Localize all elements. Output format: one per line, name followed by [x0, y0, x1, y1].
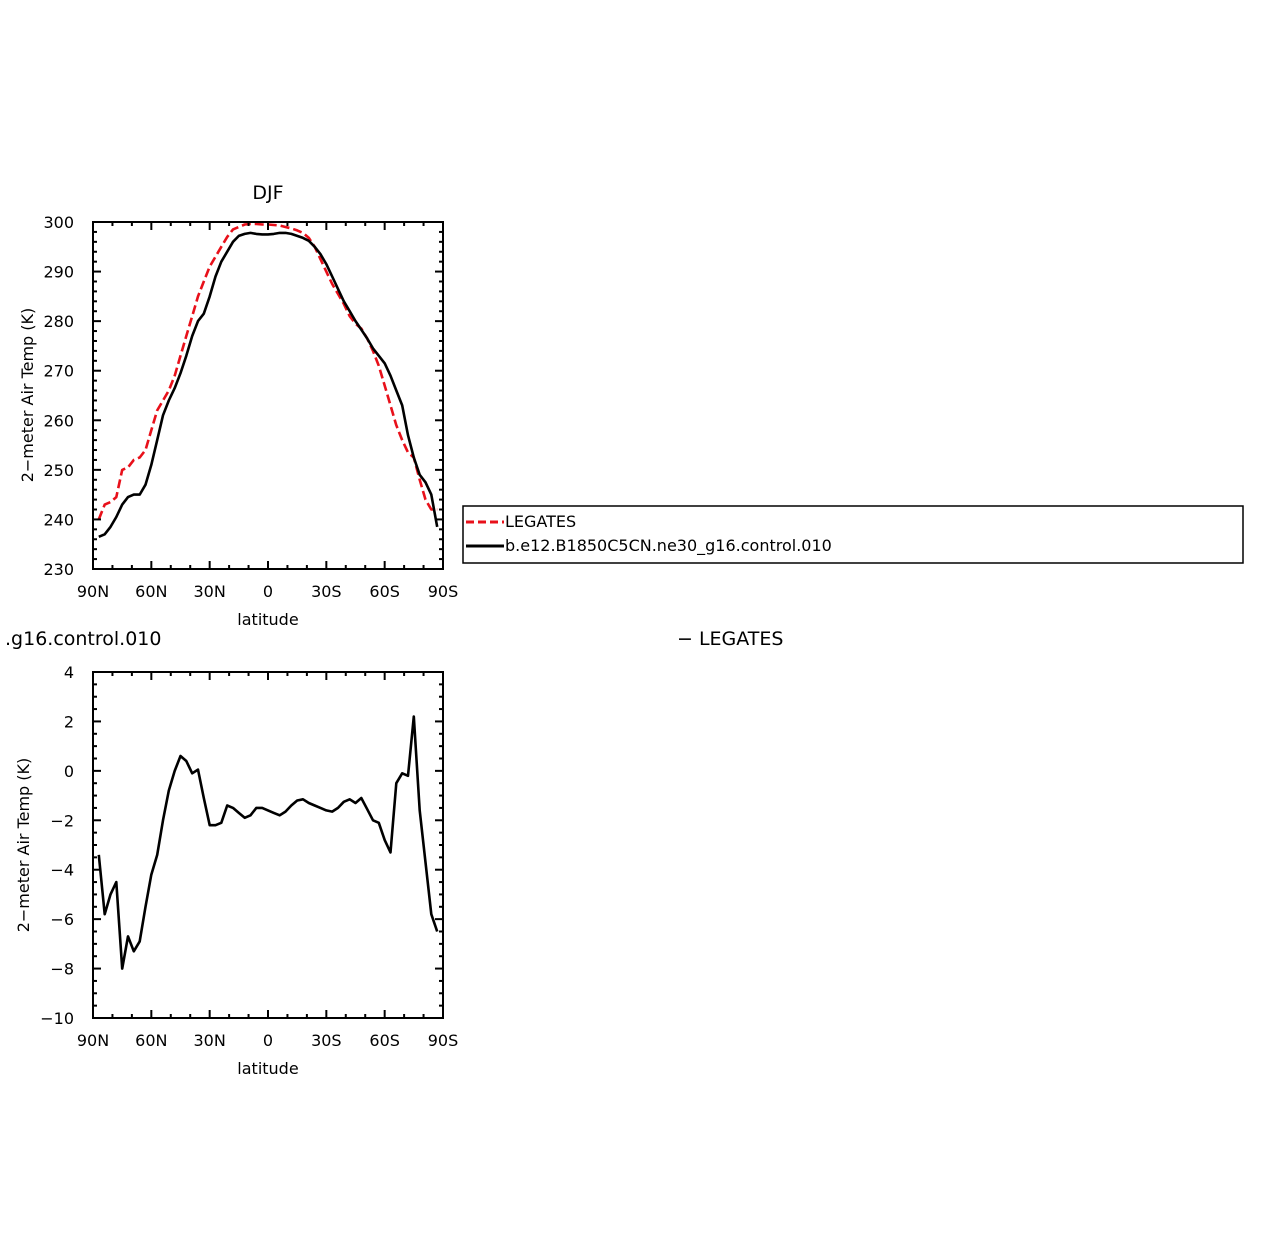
bottom-series-group — [97, 715, 439, 970]
bottom-y-tick-label: −10 — [40, 1009, 74, 1028]
bottom-panel: .g16.control.010 − LEGATES 90N 60N 30N 0 30S… — [5, 628, 783, 1078]
top-series-line-1 — [98, 231, 439, 538]
legend-label-legates: LEGATES — [505, 512, 576, 531]
top-y-tick-label: 270 — [43, 362, 74, 381]
bottom-x-tick-label: 90S — [428, 1031, 459, 1050]
bottom-x-tick-label: 90N — [77, 1031, 109, 1050]
bottom-axes-ticks: 90N 60N 30N 0 30S 60S 90S −10 −8 −6 −4 −2 0 2 4 — [40, 663, 458, 1050]
bottom-panel-title-right: − LEGATES — [677, 628, 783, 650]
top-x-tick-label: 90S — [428, 582, 459, 601]
bottom-y-axis-title: 2−meter Air Temp (K) — [14, 758, 33, 933]
top-x-tick-label: 60N — [135, 582, 167, 601]
bottom-y-tick-label: −4 — [50, 861, 74, 880]
top-y-tick-label: 240 — [43, 510, 74, 529]
legend-box — [462, 505, 1244, 564]
bottom-x-tick-label: 60S — [369, 1031, 400, 1050]
top-y-axis-title: 2−meter Air Temp (K) — [18, 308, 37, 483]
bottom-y-tick-label: −8 — [50, 960, 74, 979]
bottom-x-tick-label: 0 — [263, 1031, 273, 1050]
bottom-panel-title-left: .g16.control.010 — [5, 628, 161, 650]
top-y-tick-label: 230 — [43, 560, 74, 579]
top-x-tick-label: 0 — [263, 582, 273, 601]
bottom-y-tick-label: 0 — [64, 762, 74, 781]
top-panel: DJF 90N 60N 30N 0 30S 60S 90S 230 240 250 260 270 28… — [18, 182, 458, 629]
bottom-y-tick-label: −2 — [50, 811, 74, 830]
top-panel-title: DJF — [252, 182, 283, 204]
top-x-tick-label: 30N — [194, 582, 226, 601]
top-axes-ticks: 90N 60N 30N 0 30S 60S 90S 230 240 250 260 270 280 290… — [43, 213, 458, 601]
bottom-x-tick-label: 30N — [194, 1031, 226, 1050]
legend: LEGATES b.e12.B1850C5CN.ne30_g16.control… — [462, 505, 1244, 564]
top-y-tick-label: 250 — [43, 461, 74, 480]
top-y-tick-label: 260 — [43, 411, 74, 430]
top-y-tick-label: 290 — [43, 263, 74, 282]
top-x-tick-label: 30S — [311, 582, 342, 601]
bottom-series-line-0 — [97, 715, 439, 970]
bottom-x-tick-label: 60N — [135, 1031, 167, 1050]
top-x-tick-label: 90N — [77, 582, 109, 601]
top-y-tick-label: 280 — [43, 312, 74, 331]
bottom-x-axis-title: latitude — [237, 1059, 298, 1078]
bottom-y-tick-label: 2 — [64, 712, 74, 731]
top-series-group — [97, 222, 439, 538]
bottom-y-tick-label: −6 — [50, 910, 74, 929]
top-x-tick-label: 60S — [369, 582, 400, 601]
top-plot-frame — [92, 221, 444, 570]
bottom-y-tick-label: 4 — [64, 663, 74, 682]
bottom-x-tick-label: 30S — [311, 1031, 342, 1050]
top-y-tick-label: 300 — [43, 213, 74, 232]
legend-label-model: b.e12.B1850C5CN.ne30_g16.control.010 — [505, 536, 832, 556]
top-x-axis-title: latitude — [237, 610, 298, 629]
